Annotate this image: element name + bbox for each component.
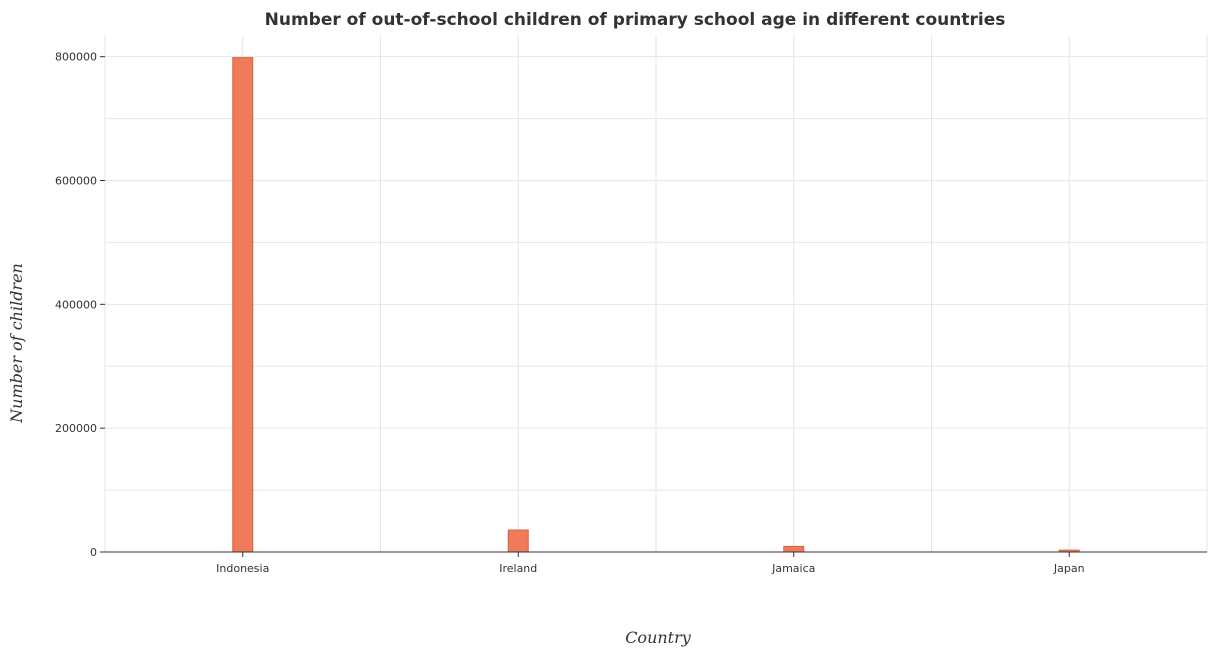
y-axis-label: Number of children (7, 263, 26, 424)
bar-ireland (507, 529, 529, 553)
x-axis-ticks: Indonesia Ireland Jamaica Japan (216, 552, 1085, 575)
x-axis-label: Country (625, 628, 692, 647)
y-tick-label: 400000 (55, 298, 97, 311)
chart-title: Number of out-of-school children of prim… (265, 10, 1006, 30)
y-tick-label: 800000 (55, 51, 97, 64)
y-axis-ticks: 0 200000 400000 600000 800000 (55, 51, 105, 559)
gridlines (104, 35, 1208, 553)
bars (232, 57, 1080, 553)
y-tick-label: 200000 (55, 422, 97, 435)
y-tick-label: 600000 (55, 175, 97, 188)
y-tick-label: 0 (90, 546, 97, 559)
bar-jamaica (783, 545, 805, 553)
x-tick-label: Japan (1053, 562, 1085, 575)
x-tick-label: Jamaica (771, 562, 815, 575)
bar-indonesia (232, 57, 254, 553)
x-tick-label: Ireland (499, 562, 537, 575)
x-tick-label: Indonesia (216, 562, 269, 575)
